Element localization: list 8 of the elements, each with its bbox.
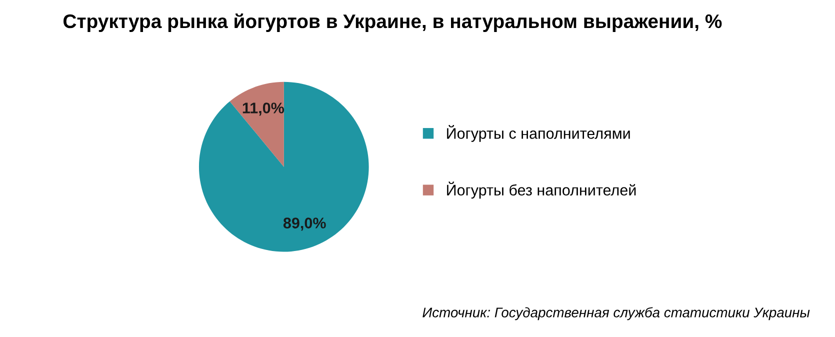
legend-label: Йогурты с наполнителями [447,124,630,142]
text: Источник: Государственная служба статистики Украины [422,307,810,320]
data-label: 11,0% [242,102,284,116]
data-label: 89,0% [283,218,326,231]
pie-slice [198,82,369,252]
legend-label: Йогурты без наполнителей [447,182,636,199]
chart-title: Структура рынка йогуртов в Украине, в натуральном выражении, % [64,13,722,32]
pie-slice [230,82,284,167]
